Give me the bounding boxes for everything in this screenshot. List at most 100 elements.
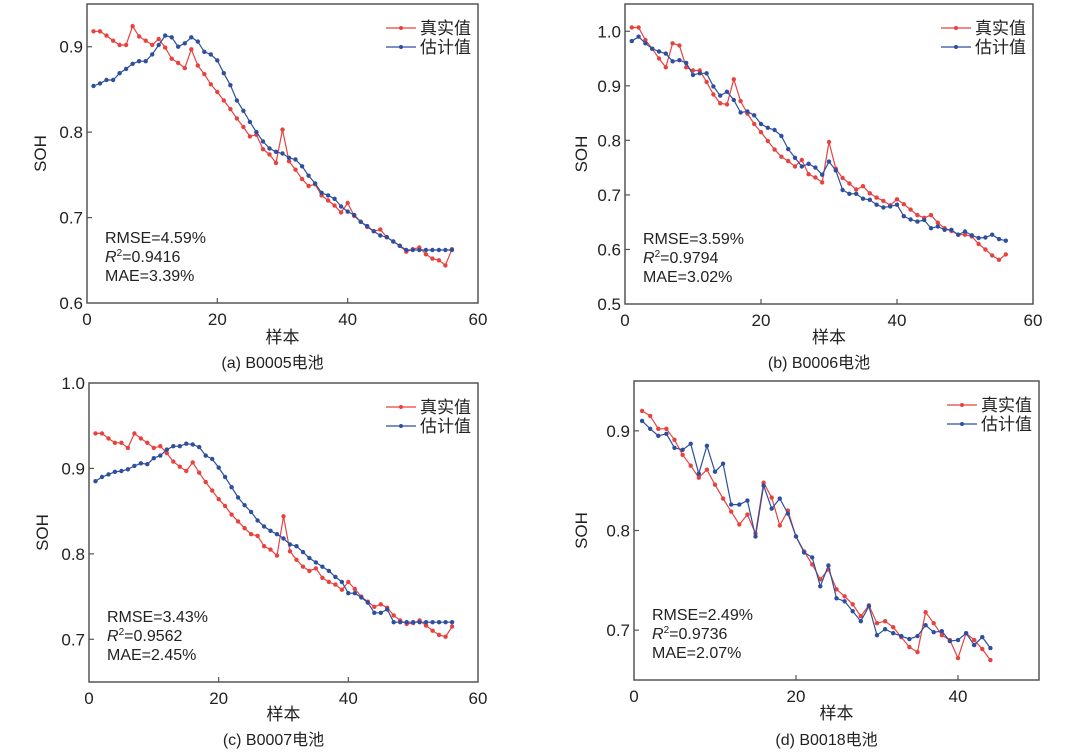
x-axis-label: 样本 (267, 705, 301, 724)
data-point (860, 196, 866, 201)
data-point (417, 247, 422, 253)
data-point (792, 164, 798, 169)
data-point (449, 624, 455, 629)
x-tick-label: 40 (888, 311, 907, 330)
data-point (234, 116, 240, 121)
data-point (799, 164, 804, 169)
data-point (1003, 238, 1008, 243)
series-estimate (629, 34, 1008, 243)
data-point (222, 503, 228, 509)
data-point (313, 566, 319, 571)
data-point (184, 441, 189, 446)
data-point (712, 482, 718, 487)
legend-marker (960, 422, 964, 426)
data-point (891, 631, 896, 636)
data-point (410, 247, 415, 253)
mae-text: MAE=3.39% (105, 268, 194, 285)
data-point (150, 42, 155, 48)
data-point (208, 82, 213, 87)
data-point (248, 509, 254, 515)
data-point (956, 232, 961, 237)
data-point (772, 147, 777, 152)
data-point (280, 151, 285, 156)
data-point (680, 452, 685, 457)
data-point (294, 557, 299, 562)
chart-panel-c: 0 20 40 60 0.7 0.8 0.9 1.0 样本 SOH (c) B0007电池 真实值估计… (33, 374, 487, 749)
data-point (91, 83, 96, 89)
legend-label: 估计值 (420, 417, 471, 436)
legend-label: 估计值 (420, 38, 471, 57)
data-point (737, 522, 742, 527)
rmse-text: RMSE=4.59% (105, 230, 206, 247)
data-point (915, 649, 920, 655)
data-point (391, 620, 396, 625)
data-point (901, 214, 906, 219)
data-point (901, 202, 906, 207)
r2-value: =0.9562 (124, 628, 182, 645)
data-point (143, 38, 148, 43)
data-point (813, 165, 818, 170)
y-tick-label: 0.8 (61, 545, 85, 564)
data-point (352, 212, 357, 218)
rmse-text: RMSE=3.59% (643, 231, 744, 248)
data-point (443, 620, 448, 625)
data-point (436, 258, 442, 263)
data-point (779, 133, 784, 139)
data-point (281, 514, 286, 519)
data-point (648, 413, 653, 419)
x-tick-label: 20 (209, 689, 228, 708)
data-point (990, 253, 995, 258)
y-tick-label: 0.9 (61, 459, 85, 478)
data-point (834, 596, 839, 601)
data-point (326, 579, 332, 585)
data-point (332, 196, 337, 201)
data-point (680, 447, 685, 452)
data-point (915, 212, 920, 218)
data-point (799, 157, 804, 163)
data-point (104, 33, 109, 38)
data-point (720, 496, 726, 501)
data-point (711, 92, 716, 97)
data-point (894, 202, 900, 207)
data-point (983, 235, 988, 240)
data-point (908, 217, 913, 222)
data-point (745, 109, 750, 114)
y-tick-label: 1.0 (61, 374, 85, 393)
data-point (130, 61, 135, 66)
data-point (935, 220, 940, 225)
data-point (636, 34, 641, 39)
data-point (931, 630, 936, 635)
data-point (307, 555, 312, 561)
data-point (826, 159, 832, 164)
data-point (345, 200, 350, 206)
data-point (136, 34, 142, 39)
data-point (820, 180, 825, 185)
data-point (346, 591, 351, 596)
data-point (112, 440, 118, 445)
data-point (203, 479, 208, 485)
data-point (93, 479, 98, 484)
data-point (132, 431, 137, 436)
data-point (273, 160, 279, 166)
data-point (176, 44, 181, 49)
data-point (423, 620, 429, 625)
y-tick-label: 0.7 (61, 630, 85, 649)
data-point (190, 460, 195, 465)
data-point (430, 620, 435, 625)
data-point (119, 468, 124, 474)
data-point (280, 127, 285, 132)
y-tick-label: 0.9 (597, 77, 621, 96)
data-point (720, 461, 726, 466)
data-point (145, 440, 150, 445)
data-point (228, 83, 233, 88)
data-point (731, 97, 736, 103)
data-point (785, 511, 791, 516)
data-point (962, 232, 968, 237)
data-point (996, 257, 1002, 262)
data-point (241, 108, 246, 114)
data-point (664, 431, 669, 436)
data-point (171, 444, 176, 449)
